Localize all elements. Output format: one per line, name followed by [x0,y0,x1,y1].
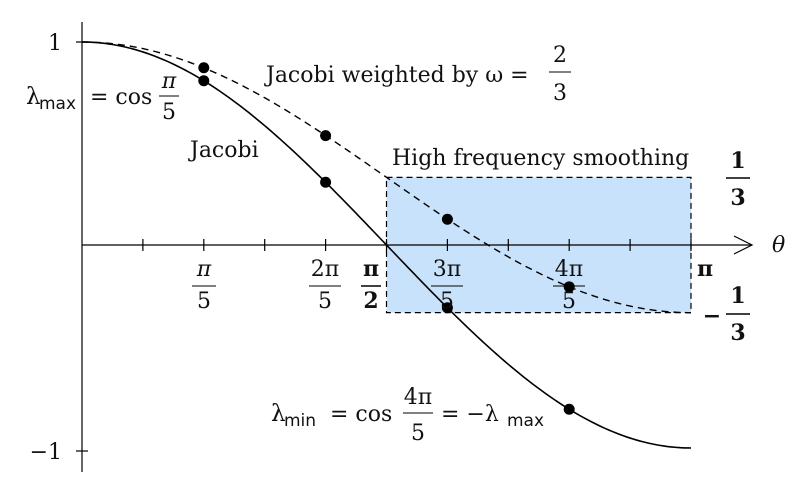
weighted-jacobi-label: Jacobi weighted by ω = [264,63,529,88]
x-label-2pi5-den: 5 [318,289,332,314]
weighted-omega-den: 3 [553,81,567,106]
lambda-max-num: π [161,69,177,94]
y-tick-label-bottom: −1 [30,440,62,465]
sample-point [441,213,453,225]
lambda-min-eq: = cos [330,402,392,427]
lambda-min-rhs: = −λ [441,402,499,427]
lambda-min-symbol: λ [271,401,286,427]
sample-point [198,75,210,87]
lambda-min-num: 4π [404,385,432,410]
band-upper-den: 3 [730,185,745,211]
x-label-3pi5-num: 3π [433,257,461,282]
jacobi-curve [81,41,692,449]
x-label-pi2-num: π [363,256,379,282]
x-label-3pi5-den: 5 [440,289,454,314]
weighted-omega-num: 2 [553,43,567,68]
x-axis-arrowhead [733,235,754,255]
x-label-pi: π [697,256,713,282]
lambda-max-symbol: λ [26,84,41,110]
x-label-pi5-num: π [196,257,212,282]
lambda-min-subscript: min [284,411,316,431]
sample-point [320,130,332,142]
lambda-max-den: 5 [162,100,176,125]
sample-point [563,403,575,415]
sample-point [320,176,332,188]
band-lower-num: 1 [730,283,745,309]
lambda-max-eq: = cos [90,85,152,110]
x-label-4pi5-num: 4π [555,257,583,282]
sample-point [198,62,210,74]
x-label-pi5-den: 5 [197,289,211,314]
theta-axis-label: θ [772,233,785,258]
sample-points [198,62,575,415]
band-title: High frequency smoothing [392,146,689,171]
band-lower-sign: − [703,303,721,329]
x-label-pi2-den: 2 [363,288,378,314]
lambda-min-den: 5 [411,421,425,446]
weighted-jacobi-curve [81,41,692,314]
y-tick-label-top: 1 [48,31,62,56]
sample-point [441,302,453,314]
sample-point [563,281,575,293]
lambda-min-rhs-subscript: max [507,411,544,431]
x-label-4pi5-den: 5 [562,289,576,314]
band-lower-den: 3 [730,320,745,346]
jacobi-label: Jacobi [188,138,259,163]
lambda-max-subscript: max [39,94,76,114]
band-upper-num: 1 [730,148,745,174]
x-label-2pi5-num: 2π [311,257,339,282]
